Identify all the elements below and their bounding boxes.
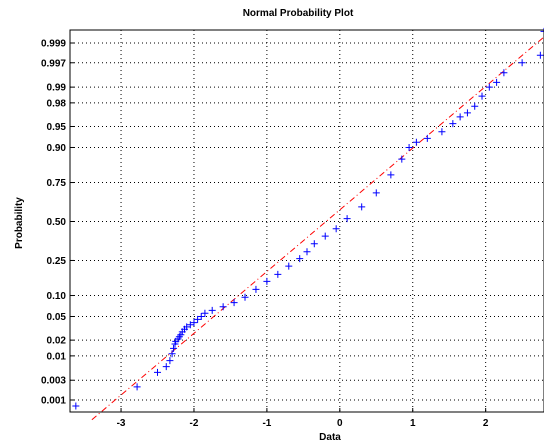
data-point (405, 143, 413, 151)
data-point (274, 270, 282, 278)
reference-line (91, 36, 544, 421)
data-point (230, 299, 238, 307)
data-point (170, 344, 178, 352)
grid (70, 30, 544, 412)
data-point (219, 303, 227, 311)
data-point (456, 113, 464, 121)
x-tick-label: -3 (117, 418, 126, 429)
data-point (72, 402, 80, 410)
data-point (162, 363, 170, 371)
y-tick-label: 0.05 (47, 312, 67, 323)
x-tick-label: 0 (337, 418, 343, 429)
y-tick-label: 0.001 (41, 396, 66, 407)
data-point (332, 225, 340, 233)
y-tick-label: 0.997 (41, 58, 66, 69)
data-points (72, 27, 544, 410)
x-tick-label: -2 (190, 418, 199, 429)
data-point (208, 306, 216, 314)
data-point (263, 277, 271, 285)
x-axis-label: Data (319, 432, 341, 443)
y-tick-label: 0.99 (47, 83, 67, 94)
y-tick-label: 0.95 (47, 122, 67, 133)
data-point (358, 203, 366, 211)
data-point (296, 255, 304, 263)
data-point (438, 128, 446, 136)
data-point (423, 134, 431, 142)
data-point (197, 313, 205, 321)
y-tick-label: 0.10 (47, 291, 67, 302)
data-point (133, 383, 141, 391)
x-tick-label: -1 (262, 418, 271, 429)
data-point (321, 232, 329, 240)
data-point (485, 83, 493, 91)
data-point (285, 262, 293, 270)
data-point (412, 138, 420, 146)
data-point (493, 78, 501, 86)
data-point (500, 69, 508, 77)
y-axis-label: Probability (14, 197, 25, 249)
data-point (303, 248, 311, 256)
data-point (518, 59, 526, 67)
data-point (471, 102, 479, 110)
y-tick-label: 0.999 (41, 39, 66, 50)
data-point (186, 321, 194, 329)
data-point (536, 51, 544, 59)
y-tick-label: 0.01 (47, 351, 67, 362)
data-point (252, 285, 260, 293)
data-point (201, 309, 209, 317)
data-point (241, 293, 249, 301)
data-point (372, 189, 380, 197)
y-tick-label: 0.98 (47, 98, 67, 109)
data-point (540, 27, 544, 35)
data-point (194, 315, 202, 323)
y-tick-label: 0.75 (47, 178, 67, 189)
plot-frame (69, 29, 544, 413)
data-point (449, 120, 457, 128)
data-point (168, 350, 176, 358)
data-point (478, 92, 486, 100)
data-point (154, 368, 162, 376)
y-tick-label: 0.003 (41, 376, 66, 387)
data-point (463, 109, 471, 117)
x-tick-label: 1 (410, 418, 416, 429)
data-point (343, 215, 351, 223)
y-tick-label: 0.25 (47, 256, 67, 267)
data-point (166, 357, 174, 365)
reference-line-group (91, 36, 544, 421)
chart-title: Normal Probability Plot (243, 8, 354, 19)
data-point (190, 319, 198, 327)
data-point (183, 323, 191, 331)
y-tick-label: 0.02 (47, 336, 67, 347)
x-tick-label: 2 (483, 418, 489, 429)
tick-labels: -3 -2 -1 0 1 2 0.001 0.003 0.01 0.02 0.05 0.10 0.25 0… (41, 39, 489, 430)
data-point (398, 155, 406, 163)
data-point (310, 240, 318, 248)
y-tick-label: 0.50 (47, 217, 67, 228)
y-tick-label: 0.90 (47, 143, 67, 154)
data-point (387, 171, 395, 179)
